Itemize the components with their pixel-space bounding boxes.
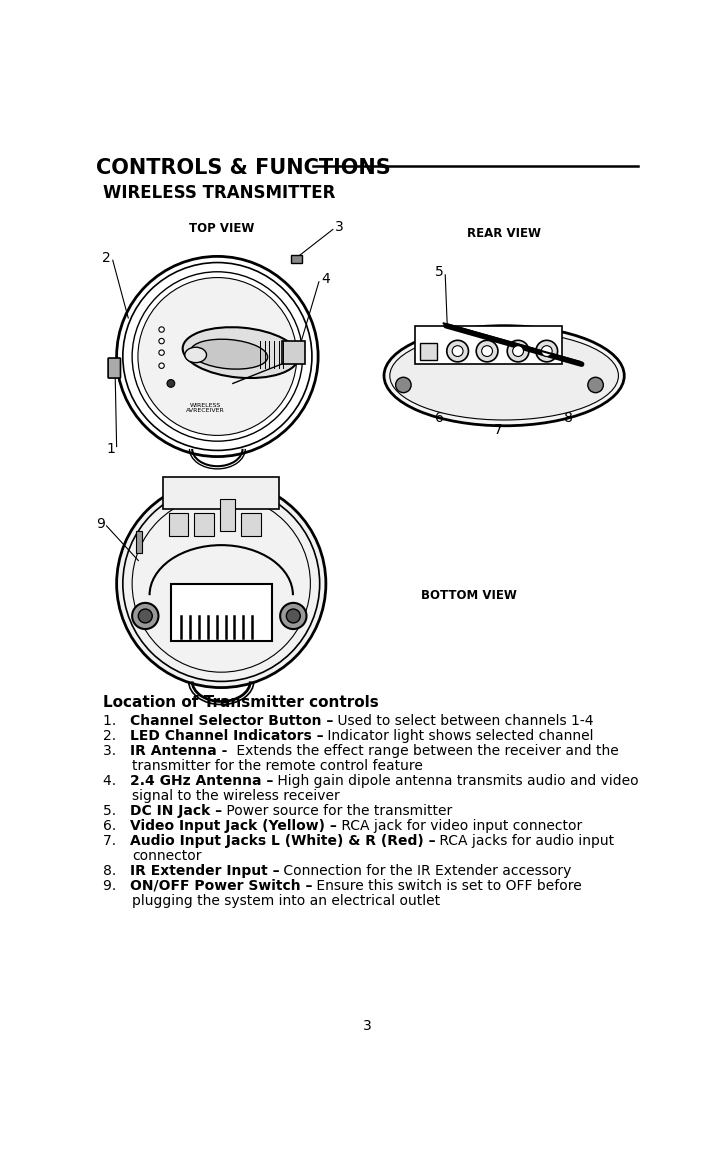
Ellipse shape	[390, 331, 619, 420]
Text: 5: 5	[435, 265, 444, 278]
Circle shape	[159, 363, 164, 369]
Circle shape	[476, 340, 498, 362]
Text: 4: 4	[321, 272, 330, 286]
Text: Location of Transmitter controls: Location of Transmitter controls	[103, 695, 379, 710]
Text: Extends the effect range between the receiver and the: Extends the effect range between the rec…	[232, 744, 619, 757]
Text: 3: 3	[362, 1019, 372, 1033]
Text: RCA jacks for audio input: RCA jacks for audio input	[435, 834, 614, 848]
Text: 7: 7	[494, 423, 503, 437]
Text: REAR VIEW: REAR VIEW	[467, 227, 541, 241]
FancyBboxPatch shape	[108, 358, 120, 378]
Bar	[415, 325, 562, 364]
Circle shape	[588, 377, 604, 392]
Circle shape	[447, 340, 468, 362]
Ellipse shape	[384, 325, 624, 426]
Text: 5.: 5.	[103, 804, 125, 818]
Text: 2.4 GHz Antenna –: 2.4 GHz Antenna –	[130, 774, 274, 788]
Bar	[163, 477, 279, 510]
Circle shape	[167, 379, 175, 387]
Circle shape	[513, 345, 523, 357]
Text: CONTROLS & FUNCTIONS: CONTROLS & FUNCTIONS	[96, 157, 390, 177]
Text: 6.: 6.	[103, 819, 125, 832]
Bar	[281, 342, 305, 364]
Text: 9.: 9.	[103, 879, 125, 893]
Text: Connection for the IR Extender accessory: Connection for the IR Extender accessory	[279, 864, 572, 878]
Text: IR Extender Input –: IR Extender Input –	[130, 864, 279, 878]
Circle shape	[280, 603, 306, 629]
Circle shape	[396, 377, 411, 392]
Bar	[220, 499, 235, 532]
Text: Indicator light shows selected channel: Indicator light shows selected channel	[324, 729, 594, 743]
Text: 1.: 1.	[103, 714, 125, 728]
Text: Channel Selector Button –: Channel Selector Button –	[130, 714, 333, 728]
Text: High gain dipole antenna transmits audio and video: High gain dipole antenna transmits audio…	[274, 774, 639, 788]
Text: 7.: 7.	[103, 834, 125, 848]
Text: 4.: 4.	[103, 774, 125, 788]
Ellipse shape	[117, 480, 326, 688]
Circle shape	[132, 603, 158, 629]
Bar	[420, 343, 437, 360]
Text: Used to select between channels 1-4: Used to select between channels 1-4	[333, 714, 594, 728]
Text: Ensure this switch is set to OFF before: Ensure this switch is set to OFF before	[312, 879, 582, 893]
Text: TOP VIEW: TOP VIEW	[188, 222, 254, 235]
Text: 1: 1	[107, 441, 116, 456]
Text: DC IN Jack –: DC IN Jack –	[130, 804, 222, 818]
Text: LED Channel Indicators –: LED Channel Indicators –	[130, 729, 324, 743]
Text: 6: 6	[435, 411, 444, 425]
Text: 2: 2	[102, 251, 111, 265]
Bar	[171, 583, 271, 641]
Text: WIRELESS
AVRECEIVER: WIRELESS AVRECEIVER	[186, 403, 225, 413]
Bar	[136, 532, 142, 553]
Text: Video Input Jack (Yellow) –: Video Input Jack (Yellow) –	[130, 819, 337, 832]
Circle shape	[286, 609, 300, 623]
Circle shape	[159, 338, 164, 344]
Bar	[241, 513, 261, 535]
Text: 3: 3	[334, 220, 344, 234]
Ellipse shape	[185, 348, 206, 363]
Text: plugging the system into an electrical outlet: plugging the system into an electrical o…	[132, 893, 440, 908]
Text: BOTTOM VIEW: BOTTOM VIEW	[421, 589, 517, 602]
Circle shape	[507, 340, 529, 362]
Circle shape	[482, 345, 493, 357]
Circle shape	[138, 609, 153, 623]
Ellipse shape	[183, 328, 299, 378]
Bar	[194, 513, 213, 535]
Text: 2.: 2.	[103, 729, 125, 743]
Text: Power source for the transmitter: Power source for the transmitter	[222, 804, 453, 818]
Bar	[168, 513, 188, 535]
Text: transmitter for the remote control feature: transmitter for the remote control featu…	[132, 758, 423, 772]
Text: Audio Input Jacks L (White) & R (Red) –: Audio Input Jacks L (White) & R (Red) –	[130, 834, 435, 848]
Text: 8: 8	[564, 411, 573, 425]
Text: connector: connector	[132, 849, 202, 863]
Bar	[291, 255, 302, 263]
Text: signal to the wireless receiver: signal to the wireless receiver	[132, 789, 340, 803]
Ellipse shape	[138, 277, 297, 436]
Text: RCA jack for video input connector: RCA jack for video input connector	[337, 819, 582, 832]
Text: ON/OFF Power Switch –: ON/OFF Power Switch –	[130, 879, 312, 893]
Ellipse shape	[190, 339, 268, 369]
Text: 8.: 8.	[103, 864, 125, 878]
Circle shape	[159, 350, 164, 356]
Text: 3.: 3.	[103, 744, 125, 757]
Circle shape	[536, 340, 558, 362]
Text: IR Antenna -: IR Antenna -	[130, 744, 232, 757]
Circle shape	[541, 345, 552, 357]
Circle shape	[453, 345, 463, 357]
Circle shape	[159, 326, 164, 332]
Text: 9: 9	[96, 517, 105, 531]
Text: WIRELESS TRANSMITTER: WIRELESS TRANSMITTER	[103, 184, 336, 202]
